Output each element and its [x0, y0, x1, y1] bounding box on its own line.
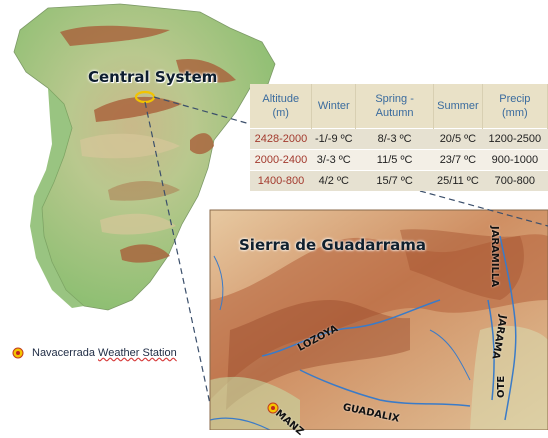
- highland-patches: [80, 133, 180, 235]
- cell-winter: 3/-3 ºC: [311, 149, 356, 171]
- cell-precip: 900-1000: [482, 149, 548, 171]
- inset-rivers: [210, 235, 517, 430]
- table-row: 2000-2400 3/-3 ºC 11/5 ºC 23/7 ºC 900-10…: [250, 149, 548, 171]
- header-summer: Summer: [433, 84, 483, 129]
- cell-precip: 1200-2500: [482, 128, 548, 150]
- inset-frame: [209, 209, 548, 430]
- cell-summer: 20/5 ºC: [433, 128, 483, 150]
- header-precip: Precip (mm): [482, 84, 548, 129]
- header-altitude: Altitude (m): [250, 84, 313, 129]
- map-legend: Navacerrada Weather Station: [12, 347, 177, 359]
- cell-summer: 23/7 ºC: [433, 149, 483, 171]
- cell-altitude: 2428-2000: [250, 128, 312, 150]
- sierra-label: Sierra de Guadarrama: [239, 236, 427, 254]
- cell-spring-autumn: 15/7 ºC: [355, 170, 434, 191]
- legend-station-word: Navacerrada: [32, 347, 95, 359]
- climate-table: Altitude (m) Winter Spring - Autumn Summ…: [250, 84, 548, 191]
- river-label-ote: OTE: [496, 375, 507, 398]
- legend-station-rest: Weather Station: [98, 347, 177, 359]
- weather-station-icon: [12, 347, 24, 359]
- table-header-row: Altitude (m) Winter Spring - Autumn Summ…: [250, 84, 548, 129]
- cell-winter: 4/2 ºC: [311, 170, 356, 191]
- inset-map: [210, 210, 548, 430]
- cell-summer: 25/11 ºC: [433, 170, 483, 191]
- mountain-relief: [60, 25, 236, 263]
- cell-altitude: 1400-800: [250, 170, 312, 191]
- cell-spring-autumn: 8/-3 ºC: [355, 128, 434, 150]
- river-label-jaramilla: JARAMILLA: [489, 226, 500, 288]
- legend-text: Navacerrada Weather Station: [32, 347, 177, 359]
- weather-station-marker: [267, 402, 279, 414]
- header-winter: Winter: [311, 84, 357, 129]
- cell-spring-autumn: 11/5 ºC: [355, 149, 434, 171]
- table-row: 1400-800 4/2 ºC 15/7 ºC 25/11 ºC 700-800: [250, 170, 548, 191]
- cell-winter: -1/-9 ºC: [311, 128, 356, 150]
- leader-lines: [144, 96, 548, 405]
- central-system-label: Central System: [88, 68, 218, 86]
- header-spring-autumn: Spring - Autumn: [355, 84, 435, 129]
- table-row: 2428-2000 -1/-9 ºC 8/-3 ºC 20/5 ºC 1200-…: [250, 128, 548, 150]
- western-coast: [30, 88, 84, 308]
- cell-precip: 700-800: [482, 170, 548, 191]
- cell-altitude: 2000-2400: [250, 149, 312, 171]
